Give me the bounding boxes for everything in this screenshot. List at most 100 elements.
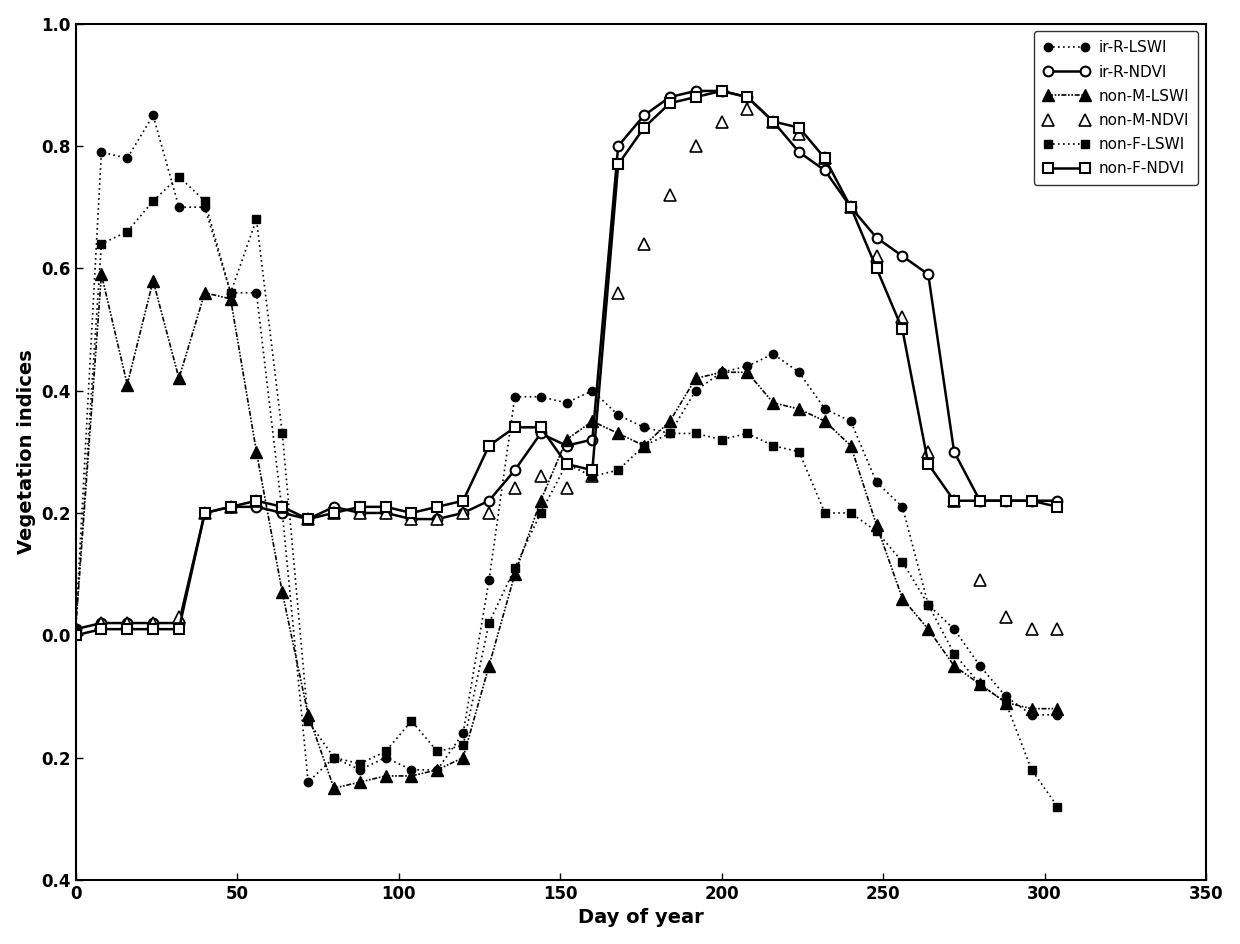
non-M-NDVI	[766, 116, 781, 127]
ir-R-LSWI	[223, 287, 238, 298]
non-M-LSWI	[352, 776, 367, 787]
non-F-LSWI	[998, 697, 1013, 708]
ir-R-LSWI	[456, 728, 471, 739]
non-M-NDVI	[714, 116, 729, 127]
ir-R-LSWI	[585, 385, 600, 396]
non-F-NDVI	[300, 514, 315, 525]
non-F-LSWI	[559, 459, 574, 470]
non-M-NDVI	[895, 312, 910, 323]
ir-R-LSWI	[1050, 709, 1065, 720]
Line: non-M-NDVI: non-M-NDVI	[69, 104, 1063, 634]
non-M-NDVI	[688, 141, 703, 152]
non-M-LSWI	[404, 770, 419, 782]
Line: ir-R-LSWI: ir-R-LSWI	[72, 111, 1061, 786]
non-M-NDVI	[507, 482, 522, 494]
non-F-LSWI	[714, 434, 729, 446]
ir-R-NDVI	[378, 507, 393, 518]
non-M-NDVI	[300, 514, 315, 525]
non-M-NDVI	[404, 514, 419, 525]
non-F-LSWI	[791, 447, 806, 458]
Legend: ir-R-LSWI, ir-R-NDVI, non-M-LSWI, non-M-NDVI, non-F-LSWI, non-F-NDVI: ir-R-LSWI, ir-R-NDVI, non-M-LSWI, non-M-…	[1034, 31, 1198, 185]
non-M-NDVI	[120, 617, 135, 629]
non-F-NDVI	[68, 630, 83, 641]
ir-R-NDVI	[843, 201, 858, 212]
ir-R-NDVI	[585, 434, 600, 446]
ir-R-LSWI	[120, 153, 135, 164]
ir-R-LSWI	[275, 507, 290, 518]
ir-R-NDVI	[998, 495, 1013, 506]
non-F-NDVI	[585, 464, 600, 476]
non-F-LSWI	[197, 195, 212, 207]
non-F-LSWI	[611, 464, 626, 476]
ir-R-NDVI	[921, 269, 936, 280]
non-M-NDVI	[326, 507, 341, 518]
non-F-LSWI	[481, 617, 496, 629]
non-F-LSWI	[740, 428, 755, 439]
non-M-LSWI	[740, 366, 755, 378]
X-axis label: Day of year: Day of year	[578, 908, 703, 927]
ir-R-NDVI	[145, 617, 160, 629]
non-F-NDVI	[869, 262, 884, 274]
non-M-NDVI	[249, 495, 264, 506]
non-M-NDVI	[921, 447, 936, 458]
non-M-NDVI	[533, 471, 548, 482]
non-M-LSWI	[197, 287, 212, 298]
non-M-NDVI	[791, 128, 806, 140]
non-M-LSWI	[998, 697, 1013, 708]
non-F-NDVI	[921, 459, 936, 470]
ir-R-LSWI	[636, 422, 651, 433]
Line: non-M-LSWI: non-M-LSWI	[69, 269, 1063, 794]
ir-R-NDVI	[120, 617, 135, 629]
non-F-LSWI	[972, 679, 987, 690]
ir-R-LSWI	[352, 764, 367, 775]
non-F-NDVI	[533, 422, 548, 433]
ir-R-NDVI	[714, 85, 729, 96]
ir-R-NDVI	[662, 92, 677, 103]
non-F-LSWI	[688, 428, 703, 439]
non-M-LSWI	[456, 752, 471, 764]
non-F-NDVI	[223, 501, 238, 513]
ir-R-LSWI	[249, 287, 264, 298]
ir-R-LSWI	[688, 385, 703, 396]
Line: non-F-LSWI: non-F-LSWI	[72, 173, 1061, 811]
non-F-NDVI	[817, 153, 832, 164]
non-F-NDVI	[688, 92, 703, 103]
non-M-NDVI	[481, 507, 496, 518]
ir-R-LSWI	[843, 415, 858, 427]
ir-R-NDVI	[559, 440, 574, 451]
ir-R-LSWI	[559, 397, 574, 409]
non-F-NDVI	[430, 501, 445, 513]
non-F-NDVI	[352, 501, 367, 513]
ir-R-LSWI	[662, 428, 677, 439]
non-M-LSWI	[120, 379, 135, 390]
non-F-LSWI	[585, 471, 600, 482]
ir-R-LSWI	[869, 477, 884, 488]
non-F-NDVI	[145, 623, 160, 634]
non-F-LSWI	[921, 599, 936, 611]
non-M-NDVI	[456, 507, 471, 518]
non-M-NDVI	[843, 201, 858, 212]
non-M-LSWI	[94, 269, 109, 280]
non-M-NDVI	[352, 507, 367, 518]
ir-R-LSWI	[430, 764, 445, 775]
non-F-NDVI	[197, 507, 212, 518]
ir-R-NDVI	[766, 116, 781, 127]
ir-R-NDVI	[94, 617, 109, 629]
non-M-LSWI	[275, 587, 290, 598]
ir-R-NDVI	[869, 232, 884, 244]
non-F-NDVI	[611, 159, 626, 170]
ir-R-NDVI	[223, 501, 238, 513]
non-M-NDVI	[145, 617, 160, 629]
ir-R-NDVI	[946, 447, 961, 458]
non-F-NDVI	[1024, 495, 1039, 506]
non-F-NDVI	[249, 495, 264, 506]
non-F-LSWI	[68, 623, 83, 634]
non-F-NDVI	[714, 85, 729, 96]
non-F-NDVI	[972, 495, 987, 506]
non-F-NDVI	[1050, 501, 1065, 513]
non-M-LSWI	[972, 679, 987, 690]
non-F-LSWI	[1050, 801, 1065, 812]
non-F-NDVI	[378, 501, 393, 513]
non-F-NDVI	[275, 501, 290, 513]
non-F-NDVI	[740, 92, 755, 103]
